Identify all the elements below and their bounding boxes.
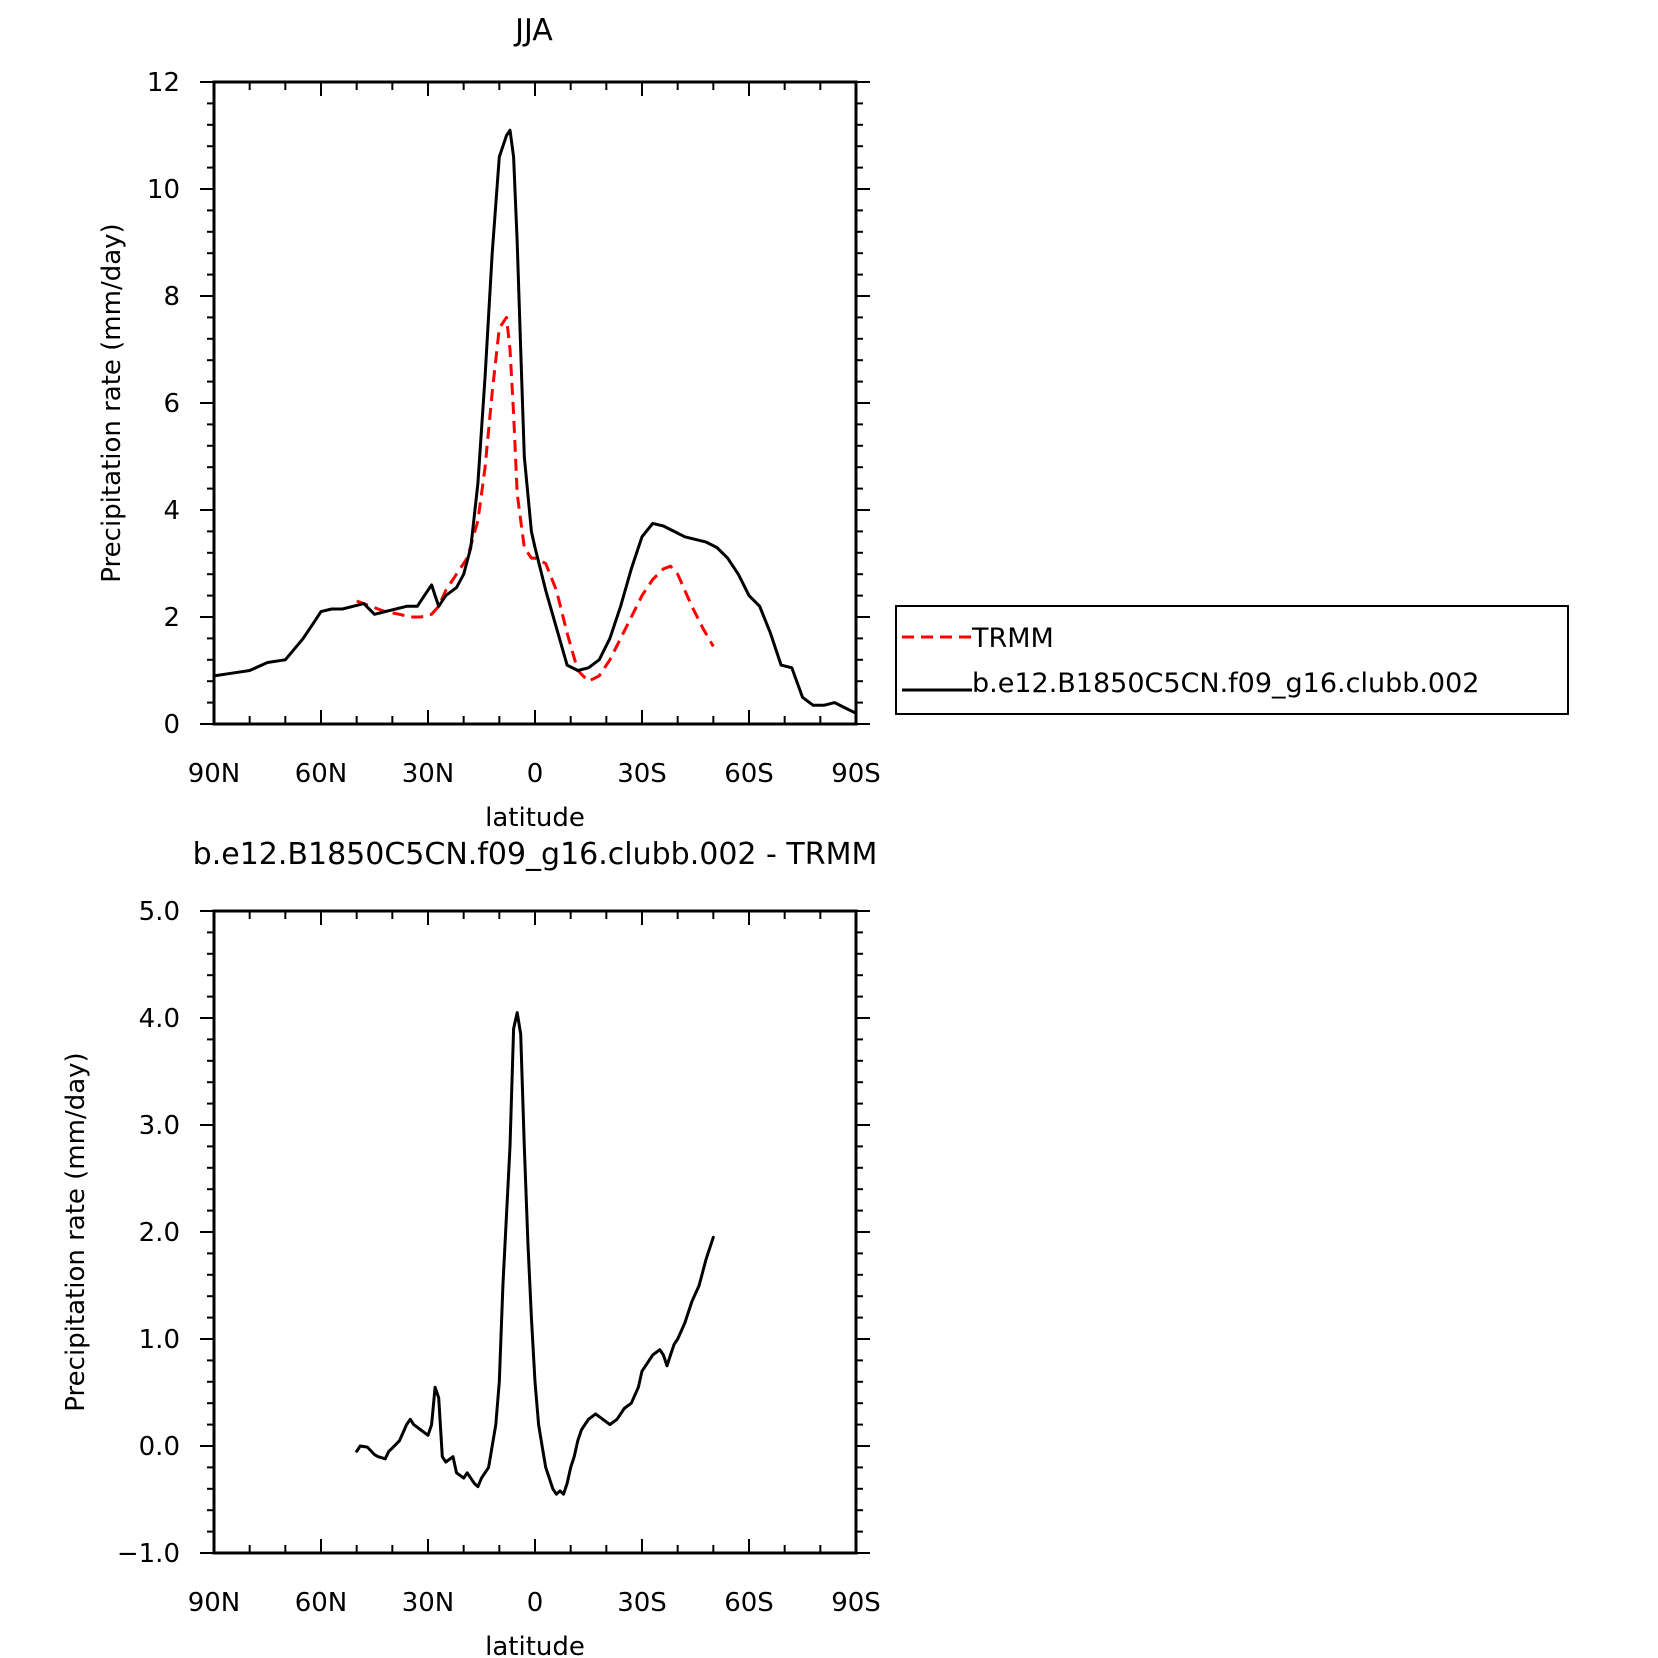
bottom-x-tick-label: 90S: [831, 1588, 881, 1618]
bottom-y-tick-label: 3.0: [139, 1111, 180, 1141]
top-series-line-trmm: [356, 315, 715, 683]
top-plot-frame: [212, 80, 858, 726]
bottom-y-tick-label: −1.0: [117, 1539, 180, 1569]
top-x-tick-label: 90N: [188, 759, 241, 789]
bottom-x-tick-label: 60N: [295, 1588, 348, 1618]
top-chart-title: JJA: [513, 13, 553, 48]
top-y-tick-label: 10: [147, 175, 180, 205]
top-x-tick-label: 60N: [295, 759, 348, 789]
top-x-tick-label: 60S: [724, 759, 774, 789]
bottom-y-tick-label: 2.0: [139, 1218, 180, 1248]
top-y-tick-label: 0: [163, 710, 180, 740]
legend-box: [895, 605, 1569, 715]
top-y-tick-label: 4: [163, 496, 180, 526]
top-series-group: [212, 128, 858, 715]
top-x-tick-label: 90S: [831, 759, 881, 789]
top-series-line-b-e12-b1850c5cn-f09-g16-clubb-002: [212, 128, 858, 715]
bottom-x-tick-label: 0: [527, 1588, 544, 1618]
top-x-tick-label: 0: [527, 759, 544, 789]
bottom-y-tick-label: 1.0: [139, 1325, 180, 1355]
bottom-y-tick-label: 5.0: [139, 897, 180, 927]
bottom-x-axis-label: latitude: [485, 1632, 585, 1658]
bottom-plot-frame: [212, 909, 858, 1555]
precip-difference-panel: b.e12.B1850C5CN.f09_g16.clubb.002 - TRMM…: [61, 837, 881, 1658]
top-x-axis-label: latitude: [485, 803, 585, 833]
top-y-tick-label: 8: [163, 282, 180, 312]
bottom-x-tick-label: 30S: [617, 1588, 667, 1618]
bottom-x-tick-label: 30N: [402, 1588, 455, 1618]
top-x-tick-label: 30S: [617, 759, 667, 789]
top-y-tick-label: 6: [163, 389, 180, 419]
bottom-series-group: [355, 1011, 715, 1496]
top-y-axis-label: Precipitation rate (mm/day): [97, 223, 127, 582]
bottom-series-line-0: [355, 1011, 715, 1496]
top-chart-ticks: 90N 60N 30N 0 30S 60S 90S 0 2 4 6 8 10 12: [147, 68, 881, 789]
top-y-tick-label: 12: [147, 68, 180, 98]
precip-jja-panel: JJA 90N 60N 30N 0 30S 60S 90S 0 2 4 6 8 10 12 latitud…: [97, 13, 881, 833]
bottom-y-tick-label: 4.0: [139, 1004, 180, 1034]
top-y-tick-label: 2: [163, 603, 180, 633]
bottom-y-axis-label: Precipitation rate (mm/day): [61, 1052, 91, 1411]
bottom-x-tick-label: 60S: [724, 1588, 774, 1618]
legend: TRMM b.e12.B1850C5CN.f09_g16.clubb.002: [895, 605, 1569, 715]
legend-label-trmm: TRMM: [971, 623, 1054, 654]
bottom-x-tick-label: 90N: [188, 1588, 241, 1618]
top-x-tick-label: 30N: [402, 759, 455, 789]
bottom-chart-title: b.e12.B1850C5CN.f09_g16.clubb.002 - TRMM: [193, 837, 878, 872]
bottom-y-tick-label: 0.0: [139, 1432, 180, 1462]
legend-label-model: b.e12.B1850C5CN.f09_g16.clubb.002: [972, 668, 1479, 699]
bottom-chart-ticks: 90N 60N 30N 0 30S 60S 90S −1.0 0.0 1.0 2.0 3.0 4.0 5.…: [117, 897, 881, 1618]
